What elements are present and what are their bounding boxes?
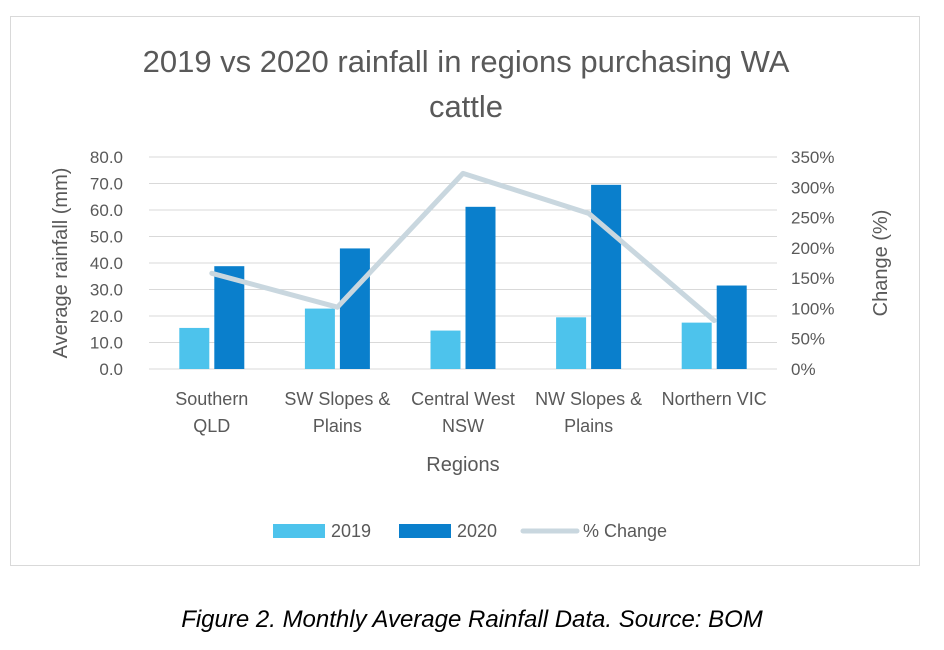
y-tick-label: 40.0: [90, 254, 123, 273]
category-label: Plains: [564, 416, 613, 436]
y2-tick-label: 50%: [791, 330, 825, 349]
change-line: [209, 170, 717, 324]
legend-swatch-2019: [273, 524, 325, 538]
gridlines: [149, 156, 777, 370]
y2-tick-label: 200%: [791, 239, 834, 258]
bar-2019: [430, 330, 461, 369]
category-label: Southern: [175, 389, 248, 409]
y-tick-label: 0.0: [99, 360, 123, 379]
bar-2019: [304, 308, 335, 369]
legend-label: % Change: [583, 521, 667, 541]
bar-2019: [179, 327, 210, 369]
y-tick-label: 80.0: [90, 148, 123, 167]
y2-axis-ticks: 350% 300% 250% 200% 150% 100% 50% 0%: [791, 148, 834, 379]
category-label: Plains: [313, 416, 362, 436]
y2-tick-label: 250%: [791, 209, 834, 228]
bar-2019: [681, 322, 712, 369]
category-label: Northern VIC: [662, 389, 767, 409]
bar-2020: [591, 184, 622, 369]
category-labels: Southern QLD SW Slopes & Plains Central West…: [175, 389, 766, 436]
y-axis-title: Average rainfall (mm): [50, 168, 72, 359]
y-axis-ticks: 80.0 70.0 60.0 50.0 40.0 30.0 20.0 10.0 0.0: [90, 148, 123, 379]
bar-2019: [556, 317, 587, 369]
chart-frame: 2019 vs 2020 rainfall in regions purchas…: [10, 16, 920, 566]
legend-swatch-2020: [399, 524, 451, 538]
figure-caption: Figure 2. Monthly Average Rainfall Data.…: [181, 606, 763, 633]
legend: 2019 2020 % Change: [273, 521, 667, 541]
legend-label: 2020: [457, 521, 497, 541]
x-axis-title: Regions: [426, 454, 499, 476]
y-tick-label: 20.0: [90, 307, 123, 326]
bar-2020: [214, 266, 245, 369]
legend-label: 2019: [331, 521, 371, 541]
y-tick-label: 30.0: [90, 281, 123, 300]
y-tick-label: 10.0: [90, 334, 123, 353]
category-label: QLD: [193, 416, 230, 436]
chart-title: 2019 vs 2020 rainfall in regions purchas…: [143, 44, 790, 124]
rainfall-chart: 2019 vs 2020 rainfall in regions purchas…: [50, 44, 892, 541]
bars: [179, 184, 747, 369]
category-label: SW Slopes &: [284, 389, 390, 409]
y-tick-label: 60.0: [90, 201, 123, 220]
y2-tick-label: 150%: [791, 269, 834, 288]
chart-title-line: 2019 vs 2020 rainfall in regions purchas…: [143, 44, 790, 79]
y2-tick-label: 100%: [791, 299, 834, 318]
chart-title-line: cattle: [429, 89, 503, 124]
category-label: NW Slopes &: [535, 389, 642, 409]
bar-2020: [465, 206, 496, 369]
category-label: Central West: [411, 389, 515, 409]
y2-tick-label: 350%: [791, 148, 834, 167]
y-tick-label: 50.0: [90, 228, 123, 247]
line-change-series: [209, 170, 717, 324]
y2-tick-label: 0%: [791, 360, 816, 379]
bar-2020: [716, 285, 747, 369]
y-tick-label: 70.0: [90, 175, 123, 194]
bar-2020: [339, 248, 370, 369]
category-label: NSW: [442, 416, 484, 436]
y2-axis-title: Change (%): [870, 210, 892, 317]
y2-tick-label: 300%: [791, 178, 834, 197]
